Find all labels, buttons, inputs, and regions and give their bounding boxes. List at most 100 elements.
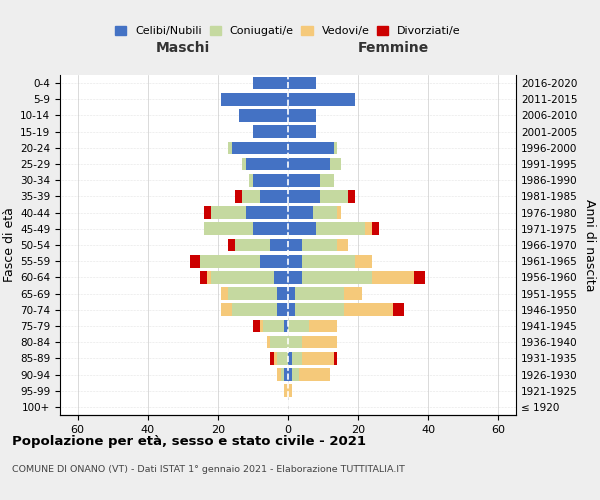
Bar: [267, 336, 271, 348]
Bar: [288, 206, 313, 219]
Bar: [302, 352, 334, 364]
Bar: [302, 238, 337, 252]
Text: Femmine: Femmine: [358, 41, 429, 55]
Bar: [334, 352, 337, 364]
Bar: [299, 368, 330, 381]
Bar: [288, 109, 316, 122]
Bar: [347, 190, 355, 202]
Bar: [232, 142, 288, 154]
Bar: [246, 206, 288, 219]
Bar: [288, 238, 302, 252]
Bar: [284, 384, 288, 397]
Bar: [253, 222, 288, 235]
Text: Maschi: Maschi: [155, 41, 210, 55]
Bar: [288, 304, 295, 316]
Bar: [292, 368, 299, 381]
Bar: [284, 368, 288, 381]
Bar: [277, 352, 288, 364]
Bar: [284, 320, 288, 332]
Bar: [221, 304, 232, 316]
Bar: [316, 222, 365, 235]
Bar: [235, 238, 271, 252]
Bar: [242, 158, 246, 170]
Bar: [274, 271, 288, 283]
Bar: [288, 352, 292, 364]
Bar: [277, 304, 288, 316]
Bar: [337, 238, 347, 252]
Bar: [320, 190, 347, 202]
Bar: [288, 222, 316, 235]
Bar: [263, 320, 284, 332]
Bar: [229, 142, 232, 154]
Bar: [232, 304, 277, 316]
Bar: [204, 222, 253, 235]
Bar: [288, 142, 334, 154]
Bar: [393, 304, 404, 316]
Bar: [288, 77, 316, 90]
Bar: [260, 320, 263, 332]
Bar: [288, 271, 302, 283]
Bar: [372, 271, 414, 283]
Bar: [253, 126, 288, 138]
Legend: Celibi/Nubili, Coniugati/e, Vedovi/e, Divorziati/e: Celibi/Nubili, Coniugati/e, Vedovi/e, Di…: [115, 26, 461, 36]
Bar: [320, 174, 334, 186]
Bar: [200, 255, 260, 268]
Bar: [211, 206, 246, 219]
Bar: [250, 174, 253, 186]
Bar: [221, 288, 229, 300]
Bar: [277, 368, 281, 381]
Bar: [302, 271, 372, 283]
Bar: [277, 288, 288, 300]
Text: Popolazione per età, sesso e stato civile - 2021: Popolazione per età, sesso e stato civil…: [12, 435, 366, 448]
Bar: [288, 368, 292, 381]
Bar: [302, 255, 355, 268]
Bar: [414, 271, 425, 283]
Bar: [229, 288, 277, 300]
Bar: [330, 158, 341, 170]
Bar: [288, 336, 302, 348]
Bar: [344, 288, 362, 300]
Bar: [288, 158, 330, 170]
Bar: [274, 352, 277, 364]
Bar: [365, 222, 372, 235]
Bar: [288, 384, 292, 397]
Bar: [271, 238, 288, 252]
Bar: [302, 336, 337, 348]
Bar: [211, 271, 274, 283]
Bar: [309, 320, 337, 332]
Bar: [204, 206, 211, 219]
Bar: [355, 255, 372, 268]
Bar: [260, 190, 288, 202]
Bar: [337, 206, 341, 219]
Bar: [288, 174, 320, 186]
Bar: [288, 255, 302, 268]
Bar: [281, 368, 284, 381]
Bar: [239, 109, 288, 122]
Bar: [344, 304, 393, 316]
Bar: [288, 126, 316, 138]
Bar: [288, 93, 355, 106]
Bar: [372, 222, 379, 235]
Bar: [208, 271, 211, 283]
Bar: [271, 336, 288, 348]
Bar: [221, 93, 288, 106]
Y-axis label: Anni di nascita: Anni di nascita: [583, 198, 596, 291]
Bar: [190, 255, 200, 268]
Bar: [288, 320, 309, 332]
Bar: [288, 288, 295, 300]
Bar: [242, 190, 260, 202]
Bar: [229, 238, 235, 252]
Bar: [271, 352, 274, 364]
Bar: [295, 304, 344, 316]
Bar: [200, 271, 208, 283]
Bar: [253, 174, 288, 186]
Bar: [253, 320, 260, 332]
Bar: [334, 142, 337, 154]
Bar: [253, 77, 288, 90]
Bar: [313, 206, 337, 219]
Bar: [292, 352, 302, 364]
Bar: [246, 158, 288, 170]
Bar: [235, 190, 242, 202]
Bar: [295, 288, 344, 300]
Bar: [260, 255, 288, 268]
